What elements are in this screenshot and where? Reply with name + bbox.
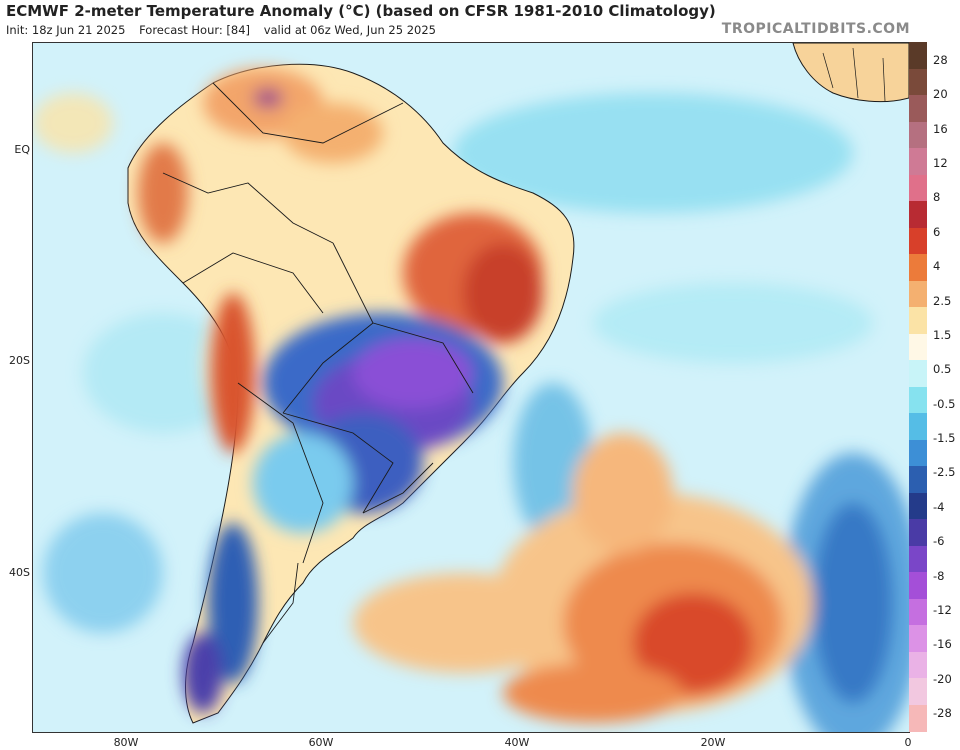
legend-label: 20 bbox=[933, 87, 948, 101]
lat-label-40s: 40S bbox=[4, 566, 30, 579]
brand-watermark[interactable]: TROPICALTIDBITS.COM bbox=[722, 21, 910, 37]
legend-label: -20 bbox=[933, 672, 952, 686]
legend-swatch bbox=[909, 572, 927, 599]
legend-label: 16 bbox=[933, 122, 948, 136]
legend-label: -16 bbox=[933, 637, 952, 651]
legend-label: -2.5 bbox=[933, 465, 955, 479]
legend-swatch bbox=[909, 334, 927, 361]
legend-label: 0.5 bbox=[933, 362, 951, 376]
lon-label-0: 0 bbox=[905, 736, 912, 749]
lat-label-eq: EQ bbox=[4, 143, 30, 156]
legend-swatch bbox=[909, 440, 927, 467]
anomaly-map bbox=[32, 42, 910, 733]
legend-swatch bbox=[909, 360, 927, 387]
legend-label: 6 bbox=[933, 225, 940, 239]
legend-label: 1.5 bbox=[933, 328, 951, 342]
legend-swatch bbox=[909, 652, 927, 679]
legend-swatch bbox=[909, 95, 927, 122]
legend-swatch bbox=[909, 519, 927, 546]
legend-label: 8 bbox=[933, 190, 940, 204]
valid-time: valid at 06z Wed, Jun 25 2025 bbox=[264, 23, 436, 37]
legend-swatch bbox=[909, 466, 927, 493]
legend-label: -28 bbox=[933, 706, 952, 720]
legend-swatch bbox=[909, 281, 927, 308]
legend-label: 2.5 bbox=[933, 294, 951, 308]
map-canvas bbox=[33, 43, 909, 732]
color-legend: 28 20 16 12 8 6 4 2.5 1.5 0.5 -0.5 -1.5 -2.5 -4 -6 -8 -1… bbox=[909, 42, 959, 731]
legend-label: -0.5 bbox=[933, 397, 955, 411]
lon-label-60w: 60W bbox=[309, 736, 334, 749]
lon-label-20w: 20W bbox=[701, 736, 726, 749]
legend-swatch bbox=[909, 175, 927, 202]
map-title: ECMWF 2-meter Temperature Anomaly (°C) (… bbox=[6, 2, 716, 20]
legend-swatch bbox=[909, 69, 927, 96]
legend-label: 4 bbox=[933, 259, 940, 273]
legend-swatch bbox=[909, 122, 927, 149]
run-info: Init: 18z Jun 21 2025 Forecast Hour: [84… bbox=[6, 23, 446, 37]
legend-swatch bbox=[909, 148, 927, 175]
legend-swatch bbox=[909, 42, 927, 69]
legend-swatch bbox=[909, 228, 927, 255]
legend-label: -8 bbox=[933, 569, 944, 583]
legend-label: -6 bbox=[933, 534, 944, 548]
legend-label: -1.5 bbox=[933, 431, 955, 445]
lon-label-80w: 80W bbox=[114, 736, 139, 749]
lon-label-40w: 40W bbox=[505, 736, 530, 749]
legend-swatch bbox=[909, 493, 927, 520]
legend-swatch bbox=[909, 201, 927, 228]
legend-swatch bbox=[909, 705, 927, 732]
legend-swatch bbox=[909, 413, 927, 440]
legend-swatch bbox=[909, 254, 927, 281]
legend-swatch bbox=[909, 387, 927, 414]
legend-swatch bbox=[909, 546, 927, 573]
legend-swatch bbox=[909, 599, 927, 626]
legend-swatch bbox=[909, 625, 927, 652]
legend-label: 28 bbox=[933, 53, 948, 67]
legend-label: -12 bbox=[933, 603, 952, 617]
lat-label-20s: 20S bbox=[4, 354, 30, 367]
legend-colorbar bbox=[909, 42, 927, 731]
legend-swatch bbox=[909, 678, 927, 705]
legend-label: -4 bbox=[933, 500, 944, 514]
legend-label: 12 bbox=[933, 156, 948, 170]
init-time: Init: 18z Jun 21 2025 bbox=[6, 23, 125, 37]
forecast-hour: Forecast Hour: [84] bbox=[139, 23, 250, 37]
legend-swatch bbox=[909, 307, 927, 334]
